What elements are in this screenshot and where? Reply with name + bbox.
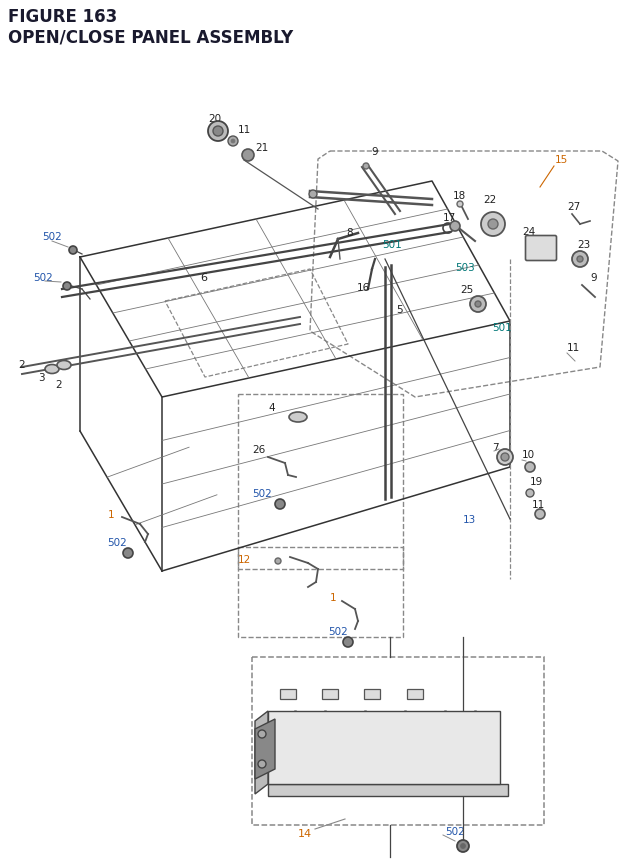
Bar [407,689,423,699]
Text: 11: 11 [532,499,545,510]
Text: 26: 26 [252,444,265,455]
Circle shape [470,297,486,313]
Text: 502: 502 [328,626,348,636]
Circle shape [450,222,460,232]
Bar [268,784,508,796]
Circle shape [275,558,281,564]
Text: 11: 11 [567,343,580,353]
Text: FIGURE 163: FIGURE 163 [8,8,117,26]
Circle shape [228,137,238,147]
Text: 502: 502 [107,537,127,548]
Text: 2: 2 [18,360,24,369]
Bar [252,657,544,825]
Circle shape [577,257,583,263]
Circle shape [457,840,469,852]
Circle shape [525,462,535,473]
Text: 3: 3 [38,373,45,382]
Circle shape [63,282,71,291]
Text: 501: 501 [492,323,512,332]
Text: 8: 8 [346,228,353,238]
Text: 6: 6 [200,273,207,282]
Text: 25: 25 [460,285,473,294]
Text: 502: 502 [42,232,61,242]
Text: 1: 1 [108,510,115,519]
Bar [238,548,403,637]
Text: 2: 2 [55,380,61,389]
Circle shape [475,301,481,307]
Circle shape [123,548,133,558]
Text: 17: 17 [443,213,456,223]
Circle shape [501,454,509,461]
Text: 503: 503 [455,263,475,273]
Circle shape [258,760,266,768]
Circle shape [363,164,369,170]
Bar [280,689,296,699]
Circle shape [213,127,223,137]
Text: 5: 5 [396,305,403,314]
Text: 18: 18 [453,191,467,201]
Text: 9: 9 [590,273,596,282]
Text: 23: 23 [577,239,590,250]
Text: 501: 501 [382,239,402,250]
Text: 4: 4 [268,403,275,412]
Text: OPEN/CLOSE PANEL ASSEMBLY: OPEN/CLOSE PANEL ASSEMBLY [8,28,293,46]
Circle shape [275,499,285,510]
Circle shape [461,844,465,848]
Text: 19: 19 [530,476,543,486]
Ellipse shape [45,365,59,374]
Circle shape [309,191,317,199]
Circle shape [497,449,513,466]
Text: 7: 7 [492,443,499,453]
Circle shape [242,150,254,162]
Circle shape [526,489,534,498]
Text: 14: 14 [298,828,312,838]
Bar [364,689,380,699]
Text: 24: 24 [522,226,535,237]
Text: 502: 502 [445,826,465,836]
Text: 13: 13 [463,514,476,524]
Circle shape [572,251,588,268]
Polygon shape [255,719,275,779]
Text: 10: 10 [522,449,535,460]
Circle shape [343,637,353,647]
Circle shape [481,213,505,237]
Text: 502: 502 [33,273,52,282]
Polygon shape [255,711,268,794]
Text: 16: 16 [357,282,371,293]
Text: 20: 20 [208,114,221,124]
Text: 11: 11 [238,125,252,135]
Ellipse shape [289,412,307,423]
Text: 22: 22 [483,195,496,205]
Polygon shape [268,711,500,784]
Text: 9: 9 [372,147,378,157]
Circle shape [69,247,77,255]
Text: 502: 502 [252,488,272,499]
Ellipse shape [57,361,71,370]
Circle shape [208,122,228,142]
Text: 15: 15 [555,155,568,164]
Text: 12: 12 [238,554,252,564]
FancyBboxPatch shape [525,236,557,261]
Bar [238,394,403,569]
Circle shape [457,201,463,208]
Text: 1: 1 [330,592,337,603]
Circle shape [258,730,266,738]
Circle shape [231,139,235,144]
Circle shape [535,510,545,519]
Circle shape [488,220,498,230]
Bar [322,689,338,699]
Text: 27: 27 [567,201,580,212]
Text: 21: 21 [255,143,268,152]
